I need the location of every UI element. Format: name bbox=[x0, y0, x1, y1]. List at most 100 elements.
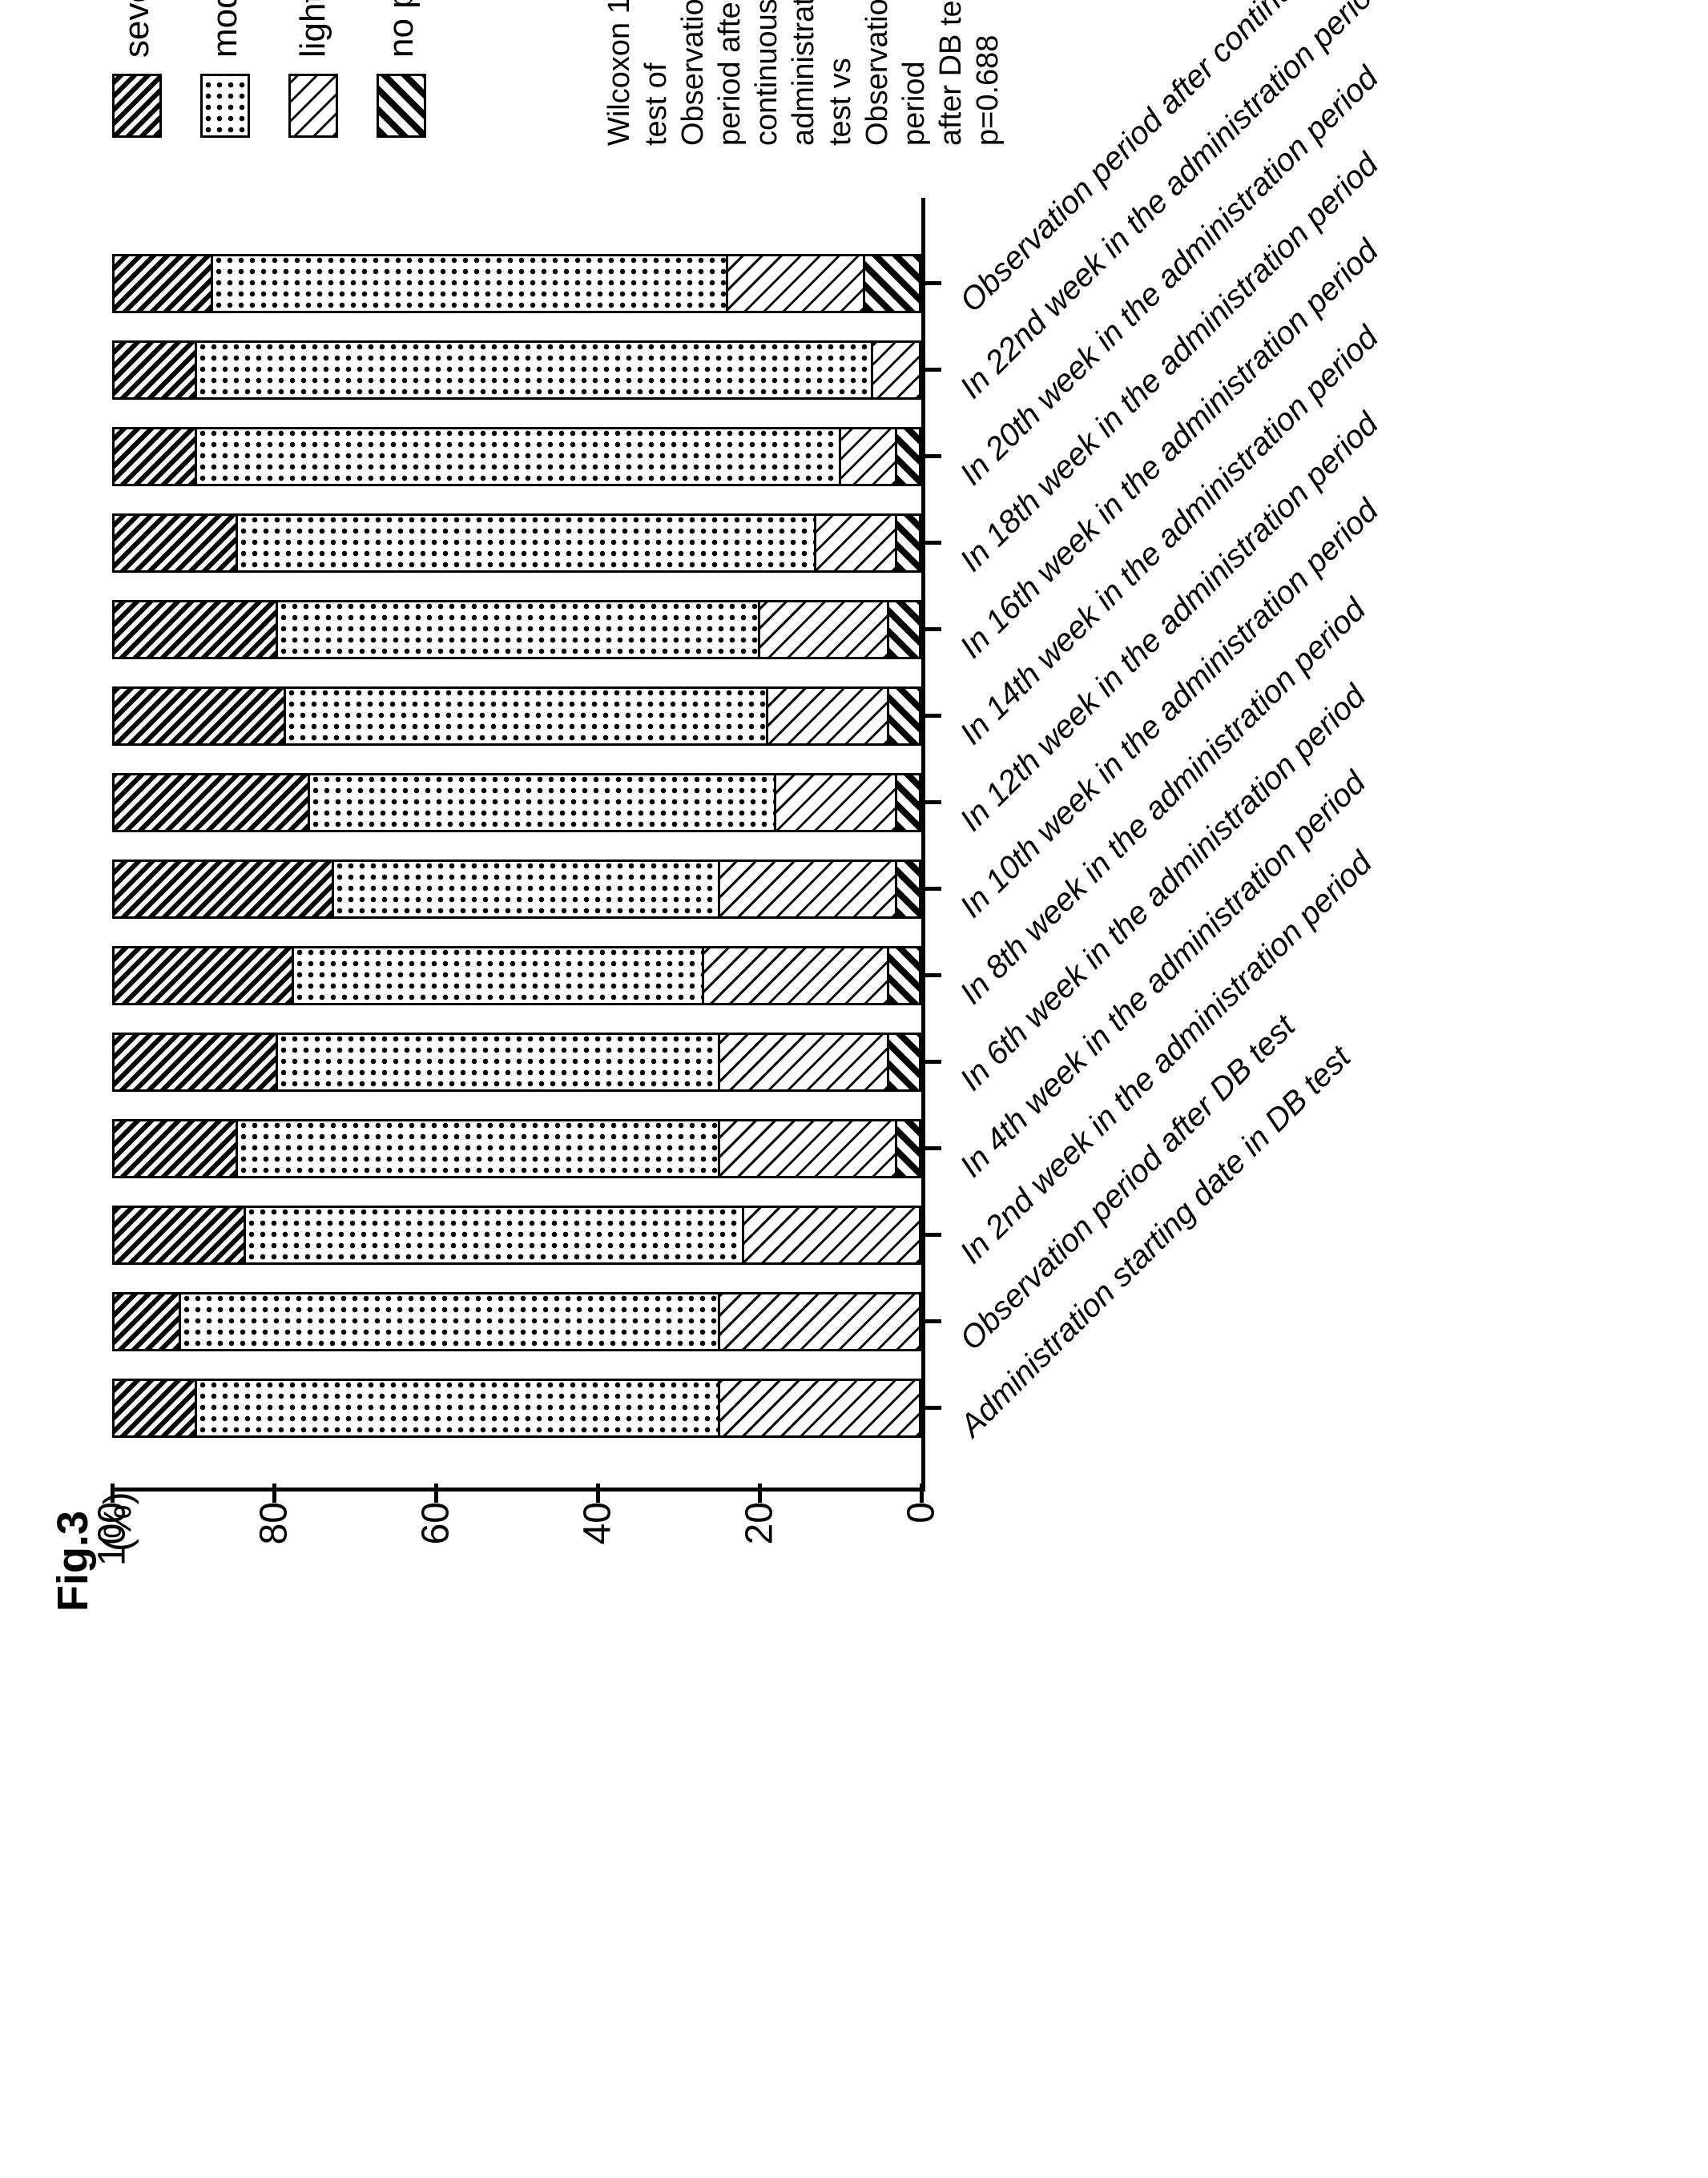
legend-swatch bbox=[200, 74, 250, 138]
legend-label: no pain bbox=[381, 0, 421, 58]
bar-segment-moderate bbox=[195, 1381, 718, 1435]
bar-segment-moderate bbox=[332, 862, 718, 916]
bar-segment-no_pain bbox=[895, 1121, 919, 1176]
bar bbox=[112, 773, 921, 832]
bar bbox=[112, 1033, 921, 1092]
legend-swatch bbox=[288, 74, 338, 138]
legend: severe moderate light no pain bbox=[112, 0, 465, 138]
bar-segment-no_pain bbox=[887, 689, 919, 743]
stat-note: Wilcoxon 1 test ofObservation period aft… bbox=[601, 0, 1006, 146]
bar-segment-light bbox=[718, 1294, 919, 1349]
bar-segment-light bbox=[718, 1381, 919, 1435]
bar-segment-no_pain bbox=[863, 256, 919, 311]
bar-segment-severe bbox=[115, 516, 236, 570]
bar-segment-no_pain bbox=[895, 862, 919, 916]
x-tick bbox=[925, 281, 941, 285]
bar bbox=[112, 513, 921, 573]
bar bbox=[112, 1292, 921, 1351]
x-tick bbox=[925, 368, 941, 372]
legend-swatch bbox=[112, 74, 162, 138]
bar-segment-moderate bbox=[244, 1208, 742, 1262]
bar bbox=[112, 340, 921, 400]
bar-segment-light bbox=[718, 1035, 887, 1089]
y-tick: 60 bbox=[414, 1488, 458, 1544]
x-tick bbox=[925, 800, 941, 804]
page-root: Fig.3 (%) 020406080100 severemoderatelig… bbox=[0, 0, 1708, 1708]
y-tick: 20 bbox=[738, 1488, 782, 1544]
legend-item-moderate: moderate bbox=[200, 0, 250, 138]
bar bbox=[112, 600, 921, 659]
legend-item-severe: severe bbox=[112, 0, 162, 138]
bar bbox=[112, 427, 921, 486]
bar-segment-no_pain bbox=[895, 516, 919, 570]
x-tick bbox=[925, 887, 941, 891]
bar bbox=[112, 1206, 921, 1265]
x-tick bbox=[925, 973, 941, 977]
bar bbox=[112, 946, 921, 1005]
bar-segment-severe bbox=[115, 1121, 236, 1176]
y-tick: 0 bbox=[900, 1488, 944, 1524]
bar-segment-severe bbox=[115, 429, 195, 484]
bar-segment-severe bbox=[115, 602, 276, 657]
bar-segment-moderate bbox=[284, 689, 766, 743]
bar bbox=[112, 860, 921, 919]
bar-segment-light bbox=[726, 256, 863, 311]
x-tick bbox=[925, 454, 941, 458]
bar-segment-moderate bbox=[179, 1294, 718, 1349]
bar-segment-moderate bbox=[276, 602, 758, 657]
y-tick: 100 bbox=[91, 1488, 135, 1566]
bar-segment-severe bbox=[115, 948, 292, 1003]
x-tick bbox=[925, 627, 941, 631]
bar-segment-light bbox=[702, 948, 887, 1003]
bar-segment-no_pain bbox=[887, 948, 919, 1003]
bar-segment-light bbox=[758, 602, 887, 657]
bar-segment-severe bbox=[115, 256, 211, 311]
legend-item-no_pain: no pain bbox=[377, 0, 426, 138]
bar-segment-light bbox=[742, 1208, 919, 1262]
bar-segment-moderate bbox=[211, 256, 726, 311]
stat-note-line: after DB test, p=0.688 bbox=[933, 0, 1006, 146]
stat-note-line: Observation period after bbox=[675, 0, 748, 146]
bar-segment-no_pain bbox=[895, 775, 919, 830]
bar bbox=[112, 1119, 921, 1178]
bar-segment-severe bbox=[115, 1294, 179, 1349]
bar bbox=[112, 686, 921, 746]
bar-segment-light bbox=[774, 775, 895, 830]
y-tick: 80 bbox=[252, 1488, 296, 1544]
bar-segment-moderate bbox=[236, 1121, 718, 1176]
bar-segment-no_pain bbox=[887, 602, 919, 657]
bar-segment-moderate bbox=[236, 516, 815, 570]
x-tick bbox=[925, 1233, 941, 1237]
x-tick bbox=[925, 1319, 941, 1323]
bar-segment-severe bbox=[115, 1035, 276, 1089]
x-tick bbox=[925, 1406, 941, 1410]
stat-note-line: test vs Observation period bbox=[822, 0, 933, 146]
bar-segment-light bbox=[839, 429, 895, 484]
stat-note-line: continuous administration bbox=[748, 0, 822, 146]
bar-segment-severe bbox=[115, 862, 332, 916]
bar-segment-light bbox=[871, 343, 919, 397]
bar-segment-no_pain bbox=[895, 429, 919, 484]
bar-segment-moderate bbox=[292, 948, 702, 1003]
bar-segment-severe bbox=[115, 1381, 195, 1435]
bar-segment-light bbox=[766, 689, 887, 743]
legend-item-light: light bbox=[288, 0, 338, 138]
bar-segment-moderate bbox=[195, 429, 838, 484]
legend-label: moderate bbox=[205, 0, 245, 58]
bar-segment-moderate bbox=[276, 1035, 718, 1089]
legend-label: severe bbox=[117, 0, 157, 58]
legend-swatch bbox=[377, 74, 426, 138]
bar bbox=[112, 254, 921, 313]
x-tick bbox=[925, 714, 941, 718]
bar-segment-severe bbox=[115, 775, 308, 830]
y-tick: 40 bbox=[576, 1488, 620, 1544]
bar bbox=[112, 1379, 921, 1438]
bar-segment-light bbox=[718, 862, 895, 916]
x-tick bbox=[925, 541, 941, 545]
bar-segment-moderate bbox=[195, 343, 870, 397]
bar-segment-light bbox=[814, 516, 894, 570]
x-tick bbox=[925, 1060, 941, 1064]
legend-label: light bbox=[293, 0, 333, 58]
bar-segment-moderate bbox=[308, 775, 774, 830]
bar-segment-severe bbox=[115, 343, 195, 397]
